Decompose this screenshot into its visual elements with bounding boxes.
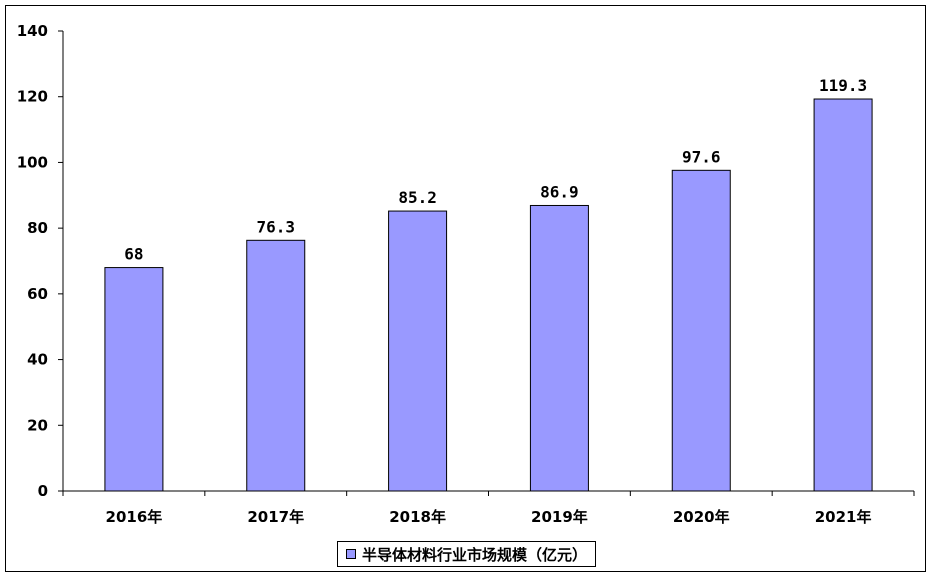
x-axis: 2016年 2017年 2018年 2019年 2020年 2021年 [62,490,915,526]
y-tick-label: 80 [27,219,48,237]
bar [671,169,731,492]
bars [104,98,873,492]
y-tick-label: 0 [38,482,48,500]
data-label: 68 [124,245,143,264]
data-label: 86.9 [540,182,579,201]
y-tick-label: 40 [27,351,48,369]
x-tick-label: 2016年 [106,508,163,526]
y-tick-label: 120 [17,88,48,106]
x-tick-label: 2020年 [673,508,730,526]
y-tick-label: 20 [27,416,48,434]
legend-label: 半导体材料行业市场规模（亿元） [362,545,588,564]
data-label: 119.3 [819,76,867,95]
y-axis: 0 20 40 60 80 100 120 140 [17,22,64,500]
x-tick-label: 2019年 [531,508,588,526]
data-label: 76.3 [256,217,295,236]
bar [529,204,589,492]
bar [104,267,164,492]
x-tick-label: 2017年 [247,508,304,526]
x-tick-label: 2018年 [389,508,446,526]
data-label: 97.6 [682,147,721,166]
y-tick-label: 60 [27,285,48,303]
data-labels: 68 76.3 85.2 86.9 97.6 119.3 [124,76,867,264]
data-label: 85.2 [398,188,437,207]
bar [388,210,448,492]
y-tick-label: 140 [17,22,48,40]
legend: 半导体材料行业市场规模（亿元） [337,541,597,567]
x-tick-label: 2021年 [815,508,872,526]
y-tick-label: 100 [17,153,48,171]
bar [246,239,306,492]
legend-swatch [346,549,356,559]
bar [813,98,873,492]
